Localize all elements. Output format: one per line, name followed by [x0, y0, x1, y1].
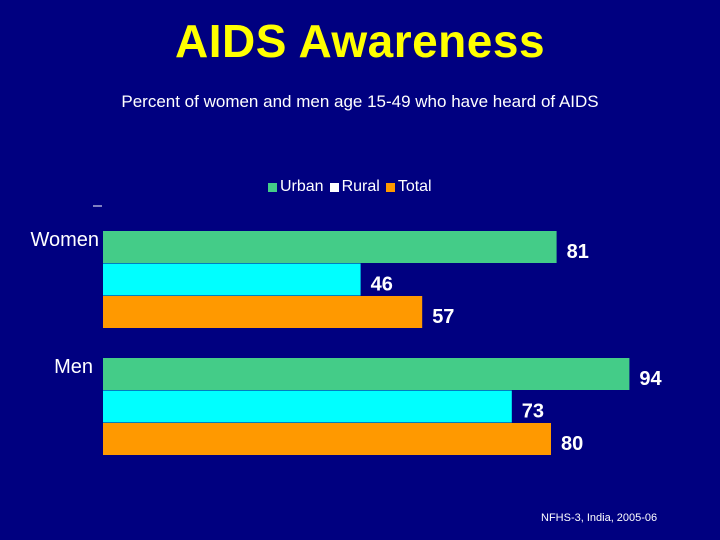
legend-label-rural: Rural	[341, 178, 380, 195]
data-label-men-urban: 94	[639, 368, 662, 390]
data-label-women-rural: 46	[371, 274, 393, 296]
bar-men-total	[103, 423, 551, 455]
chart-subtitle: Percent of women and men age 15-49 who h…	[121, 92, 599, 111]
legend-swatch-urban	[268, 182, 277, 192]
legend-item-total: Total	[385, 178, 432, 196]
bar-men-rural	[103, 390, 512, 423]
bar-women-urban	[103, 231, 557, 263]
bar-women-total	[103, 296, 423, 328]
legend-swatch-total	[385, 182, 395, 192]
chart-legend: Urban Rural Total	[268, 178, 438, 196]
legend-label-total: Total	[397, 178, 432, 195]
data-label-men-rural: 73	[522, 401, 544, 423]
data-label-men-total: 80	[561, 433, 583, 455]
bar-women-rural	[103, 263, 361, 296]
legend-item-rural: Rural	[329, 178, 380, 196]
legend-item-urban: Urban	[268, 178, 324, 196]
data-label-women-urban: 81	[567, 241, 589, 263]
category-label-men: Men	[54, 356, 93, 378]
source-note: NFHS-3, India, 2005-06	[541, 512, 658, 524]
legend-label-urban: Urban	[280, 178, 324, 195]
legend-swatch-rural	[329, 182, 339, 192]
category-label-women: Women	[30, 229, 99, 251]
bar-men-urban	[103, 358, 630, 390]
chart-title: AIDS Awareness	[174, 15, 546, 67]
data-label-women-total: 57	[432, 306, 454, 328]
